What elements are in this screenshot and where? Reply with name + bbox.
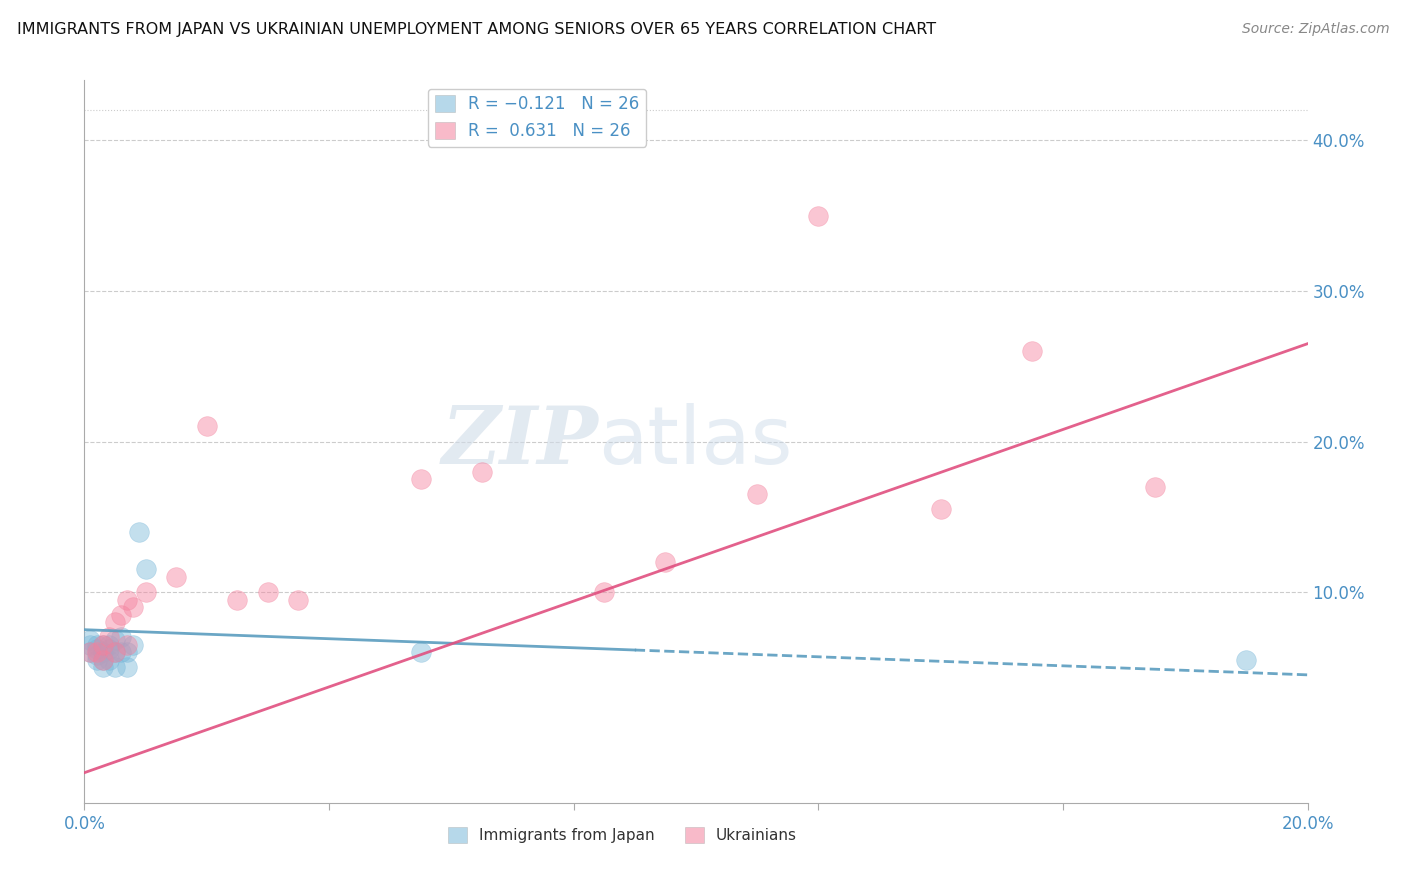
Point <box>135 562 157 576</box>
Point <box>110 607 132 622</box>
Point <box>91 638 114 652</box>
Point <box>409 472 432 486</box>
Text: atlas: atlas <box>598 402 793 481</box>
Text: Source: ZipAtlas.com: Source: ZipAtlas.com <box>1241 22 1389 37</box>
Text: IMMIGRANTS FROM JAPAN VS UKRAINIAN UNEMPLOYMENT AMONG SENIORS OVER 65 YEARS CORR: IMMIGRANTS FROM JAPAN VS UKRAINIAN UNEMP… <box>17 22 936 37</box>
Text: ZIP: ZIP <box>441 403 598 480</box>
Point <box>115 660 138 674</box>
Point <box>1021 344 1043 359</box>
Point <box>226 592 249 607</box>
Point <box>91 653 114 667</box>
Point <box>79 638 101 652</box>
Point <box>86 653 108 667</box>
Point <box>257 585 280 599</box>
Point <box>86 642 108 657</box>
Point <box>471 465 494 479</box>
Point <box>86 645 108 659</box>
Point <box>104 645 127 659</box>
Point <box>110 630 132 644</box>
Point <box>122 638 145 652</box>
Point <box>135 585 157 599</box>
Point <box>86 638 108 652</box>
Point <box>195 419 218 434</box>
Point <box>593 585 616 599</box>
Point <box>79 645 101 659</box>
Point <box>79 633 101 648</box>
Point <box>104 615 127 630</box>
Point <box>747 487 769 501</box>
Point <box>104 645 127 659</box>
Point <box>104 633 127 648</box>
Point <box>929 502 952 516</box>
Point <box>79 645 101 659</box>
Point <box>115 592 138 607</box>
Point <box>1236 653 1258 667</box>
Point <box>110 645 132 659</box>
Point <box>97 638 120 652</box>
Point <box>1143 480 1166 494</box>
Point <box>91 638 114 652</box>
Point <box>97 642 120 657</box>
Point <box>807 209 830 223</box>
Point <box>409 645 432 659</box>
Point <box>91 645 114 659</box>
Point <box>86 648 108 663</box>
Point <box>115 645 138 659</box>
Point <box>122 600 145 615</box>
Legend: Immigrants from Japan, Ukrainians: Immigrants from Japan, Ukrainians <box>443 822 803 849</box>
Point <box>104 660 127 674</box>
Point <box>128 524 150 539</box>
Point <box>91 660 114 674</box>
Point <box>654 555 676 569</box>
Point <box>165 570 187 584</box>
Point <box>287 592 309 607</box>
Point <box>115 638 138 652</box>
Point <box>91 653 114 667</box>
Point <box>97 630 120 644</box>
Point <box>97 653 120 667</box>
Y-axis label: Unemployment Among Seniors over 65 years: Unemployment Among Seniors over 65 years <box>0 268 7 615</box>
